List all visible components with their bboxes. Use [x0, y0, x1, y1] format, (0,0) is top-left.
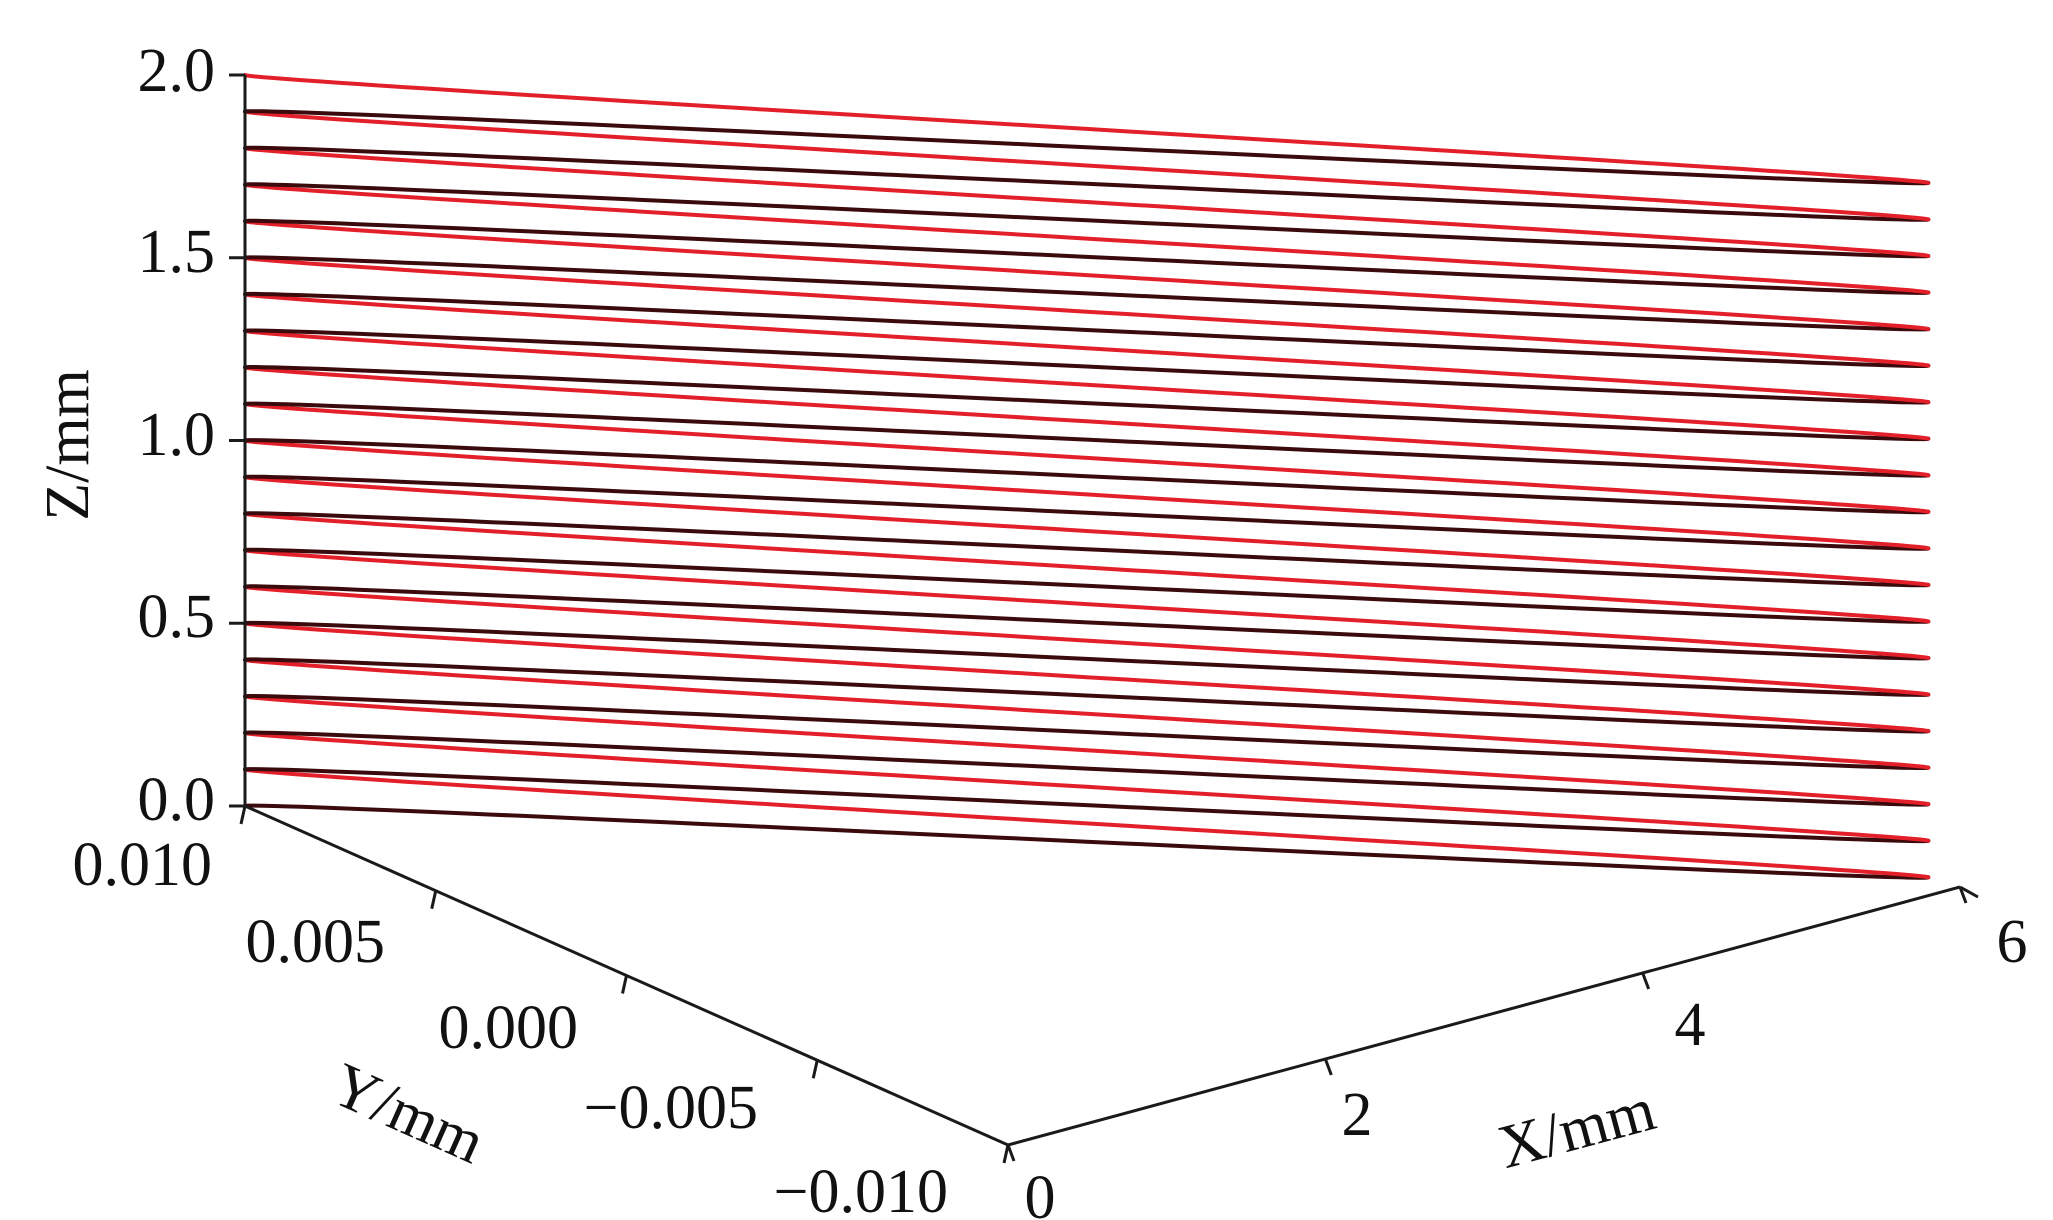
helix-loop-front	[243, 219, 1931, 332]
y-tick	[430, 890, 438, 910]
ticks	[229, 73, 1968, 1164]
y-tick-label: 0.000	[439, 994, 579, 1062]
x-tick-label: 2	[1342, 1081, 1373, 1149]
x-tick-label: 6	[1997, 908, 2028, 976]
helix-loop-back	[243, 657, 1931, 734]
helix-loop-back	[243, 255, 1931, 332]
y-axis-title: Y/mm	[322, 1050, 494, 1177]
helix-loop-back	[243, 365, 1931, 442]
x-tick-label: 4	[1675, 991, 1706, 1059]
helix-loop-front	[243, 401, 1931, 514]
helix-loop-front	[243, 511, 1931, 624]
x-tick	[1323, 1058, 1333, 1076]
y-tick-label: 0.010	[73, 831, 213, 899]
y-tick	[811, 1059, 819, 1079]
z-tick-label: 1.0	[138, 401, 216, 469]
helix-loop-back	[243, 730, 1931, 807]
helix-loop-front	[243, 292, 1931, 405]
helix-loop-front	[243, 73, 1931, 185]
helix-loop-front	[243, 730, 1931, 843]
y-tick	[239, 805, 247, 825]
y-tick-label: −0.005	[584, 1074, 758, 1142]
z-tick-label: 2.0	[138, 37, 216, 105]
y-tick-labels: 0.010 0.005 0.000 −0.005 −0.010	[73, 831, 949, 1220]
x-axis-title: X/mm	[1491, 1075, 1662, 1182]
x-tick-label: 0	[1025, 1164, 1056, 1220]
x-axis-end-cap	[1959, 885, 1979, 899]
helix-loop-front	[243, 438, 1931, 551]
z-axis-title: Z/mm	[34, 369, 102, 521]
x-tick	[1958, 886, 1968, 904]
z-tick-label: 0.0	[138, 766, 216, 834]
axes	[243, 75, 1979, 1147]
helix-loop-front	[243, 621, 1931, 734]
helix-loop-front	[243, 475, 1931, 587]
helix-loop-front	[243, 694, 1931, 807]
helix-loop-front	[243, 365, 1931, 478]
z-tick-label: 1.5	[138, 218, 216, 286]
helix-loop-back	[243, 182, 1931, 259]
helix-loop-front	[243, 548, 1931, 660]
y-tick	[621, 975, 628, 994]
helix-loop-front	[243, 109, 1931, 222]
helix-loop-back	[243, 620, 1931, 697]
helix-loop-front	[243, 584, 1931, 697]
helix-loop-front	[243, 328, 1931, 441]
helix-loop-back	[243, 109, 1931, 186]
helix-loop-back	[243, 474, 1931, 551]
helix-loop-back	[243, 584, 1931, 661]
helix-loop-front	[243, 146, 1931, 258]
y-tick	[1002, 1144, 1010, 1164]
z-tick-labels: 0.0 0.5 1.0 1.5 2.0	[138, 37, 216, 834]
helix-loop-back	[243, 438, 1931, 515]
helix-loop-front	[243, 182, 1931, 295]
y-tick-label: 0.005	[246, 908, 386, 976]
x-axis-line	[1007, 885, 1961, 1147]
helix-curve	[243, 73, 1931, 880]
helix-loop-back	[243, 767, 1931, 844]
x-tick-labels: 0 2 4 6	[1025, 908, 2028, 1220]
z-tick-label: 0.5	[138, 583, 216, 651]
helix-loop-back	[243, 511, 1931, 588]
x-tick	[1006, 1144, 1016, 1162]
helix-loop-front	[243, 767, 1931, 880]
helix-loop-back	[243, 694, 1931, 770]
helix-loop-back	[243, 291, 1931, 368]
helix-loop-back	[243, 328, 1931, 405]
helix-loop-back	[243, 218, 1931, 295]
x-tick	[1641, 972, 1651, 990]
helix-loop-back	[243, 401, 1931, 478]
plot-area	[243, 73, 1931, 880]
helix-loop-front	[243, 657, 1931, 770]
helix-loop-back	[243, 145, 1931, 222]
helix-loop-back	[243, 803, 1931, 880]
helix-loop-front	[243, 255, 1931, 368]
y-tick-label: −0.010	[774, 1158, 948, 1220]
helix-loop-back	[243, 547, 1931, 624]
